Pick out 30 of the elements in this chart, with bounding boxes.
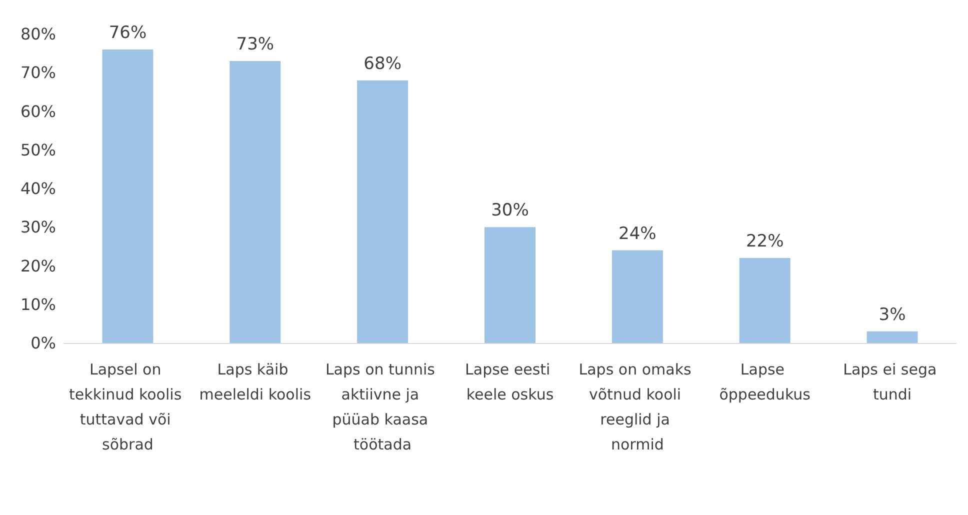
y-tick-label: 40%	[20, 179, 56, 198]
y-tick-label: 60%	[20, 102, 56, 121]
y-tick-label: 10%	[20, 294, 56, 314]
bar	[484, 227, 536, 343]
y-tick-label: 70%	[20, 63, 56, 82]
data-label: 76%	[108, 22, 147, 43]
bar	[739, 258, 790, 343]
data-label: 3%	[878, 304, 906, 325]
bar	[357, 80, 408, 343]
y-tick-label: 0%	[30, 334, 56, 352]
data-label: 22%	[746, 232, 784, 252]
y-tick-label: 50%	[20, 140, 56, 160]
x-tick-label: Laps on omaks võtnud kooli reeglid ja normid	[578, 360, 696, 454]
bar	[230, 61, 281, 343]
y-tick-label: 20%	[20, 256, 56, 276]
bar	[866, 331, 918, 343]
x-tick-label: Laps on tunnis aktiivne ja püüab kaasa töötada	[325, 360, 440, 454]
x-tick-label: Lapsel on tekkinud koolis tuttavad või sõbrad	[69, 360, 186, 454]
x-tick-label: Laps ei sega tundi	[843, 360, 942, 404]
bar	[612, 250, 663, 343]
data-label: 73%	[236, 34, 274, 55]
x-tick-label: Laps käib meeleldi koolis	[199, 360, 312, 404]
bar	[102, 49, 154, 343]
y-tick-label: 80%	[20, 24, 56, 44]
data-label: 24%	[618, 224, 656, 244]
x-tick-label: Lapse õppeedukus	[719, 360, 811, 404]
x-tick-label: Lapse eesti keele oskus	[465, 360, 555, 404]
data-label: 30%	[491, 200, 529, 221]
data-label: 68%	[364, 54, 402, 74]
y-tick-label: 30%	[20, 218, 56, 237]
